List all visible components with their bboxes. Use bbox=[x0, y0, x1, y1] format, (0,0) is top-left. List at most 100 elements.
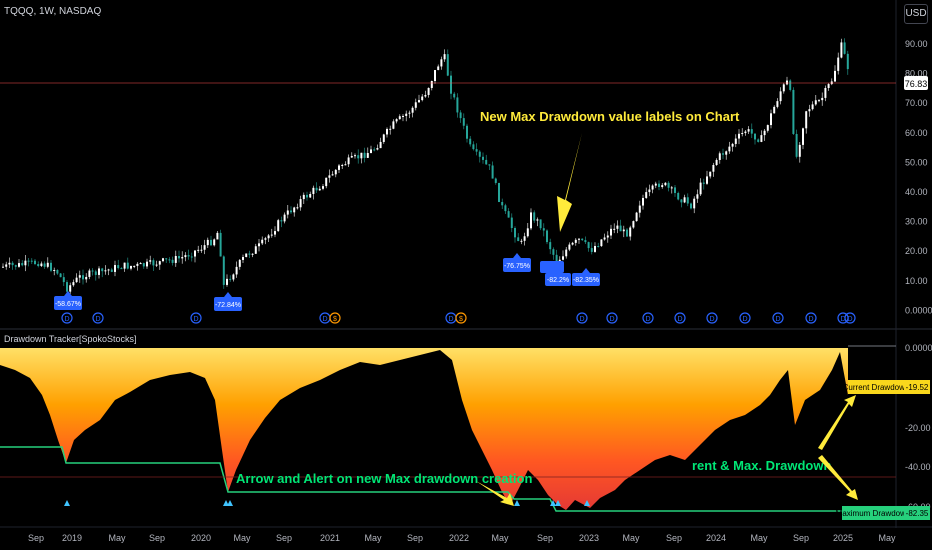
earnings-icon[interactable] bbox=[642, 312, 654, 324]
drawdown-label-text: -58.67% bbox=[55, 301, 81, 308]
time-axis-label: 2022 bbox=[449, 533, 469, 543]
price-axis-tick: 80.00 bbox=[905, 69, 928, 79]
drawdown-label-3[interactable]: -76.75% bbox=[503, 253, 531, 272]
time-axis-label: Sep bbox=[793, 533, 809, 543]
indicator-axis[interactable]: 0.0000-20.00-40.00-60.00 bbox=[905, 343, 932, 512]
time-axis-label: 2020 bbox=[191, 533, 211, 543]
price-axis-tick: 30.00 bbox=[905, 217, 928, 227]
time-axis-label: 2025 bbox=[833, 533, 853, 543]
time-axis-label: May bbox=[233, 533, 251, 543]
price-axis[interactable]: 90.00 80.00 70.00 60.00 50.00 40.00 30.00 20.00… bbox=[905, 39, 932, 315]
svg-text:D: D bbox=[193, 316, 198, 323]
drawdown-label-text: -82.2% bbox=[547, 277, 569, 284]
svg-text:D: D bbox=[775, 316, 780, 323]
time-axis-label: Sep bbox=[666, 533, 682, 543]
svg-text:D: D bbox=[677, 316, 682, 323]
last-price-tag bbox=[904, 76, 928, 90]
time-axis-label: May bbox=[108, 533, 126, 543]
dividend-icon[interactable] bbox=[329, 312, 341, 324]
drawdown-label-1[interactable]: -58.67% bbox=[54, 291, 82, 310]
symbol-info[interactable]: TQQQ, 1W, NASDAQ bbox=[4, 6, 102, 17]
arrow-up-icon bbox=[584, 500, 590, 506]
time-axis-label: Sep bbox=[28, 533, 44, 543]
svg-text:D: D bbox=[64, 316, 69, 323]
time-axis-label: 2023 bbox=[579, 533, 599, 543]
annotation-arrow-alert: Arrow and Alert on new Max drawdown crea… bbox=[236, 471, 532, 486]
svg-text:$: $ bbox=[459, 316, 463, 323]
time-axis-label: 2021 bbox=[320, 533, 340, 543]
current-drawdown-label: Current Drawdown bbox=[843, 383, 910, 392]
time-axis-label: Sep bbox=[149, 533, 165, 543]
earnings-icon[interactable] bbox=[706, 312, 718, 324]
svg-text:D: D bbox=[95, 316, 100, 323]
svg-text:D: D bbox=[742, 316, 747, 323]
time-axis-label: May bbox=[364, 533, 382, 543]
arrow-up-icon bbox=[227, 500, 233, 506]
price-axis-tick: 60.00 bbox=[905, 128, 928, 138]
time-axis[interactable]: Sep 2019 May Sep 2020 May Sep 2021 May Sep 2022 May… bbox=[28, 533, 896, 543]
drawdown-label-2[interactable]: -72.84% bbox=[214, 292, 242, 311]
earnings-icon[interactable] bbox=[606, 312, 618, 324]
currency-button[interactable]: USD bbox=[904, 4, 928, 24]
svg-text:D: D bbox=[709, 316, 714, 323]
arrow-up-icon bbox=[64, 500, 70, 506]
svg-text:D: D bbox=[322, 316, 327, 323]
svg-text:D: D bbox=[808, 316, 813, 323]
annotation-arrow-icon bbox=[557, 133, 582, 232]
current-drawdown-value: -19.52 bbox=[906, 383, 929, 392]
max-drawdown-label-bg bbox=[842, 506, 904, 520]
annotation-arrow-icon bbox=[818, 455, 858, 500]
drawdown-label-5[interactable]: -82.35% bbox=[572, 268, 600, 286]
indicator-title[interactable]: Drawdown Tracker[SpokoStocks] bbox=[4, 334, 137, 344]
drawdown-label-4[interactable]: -82.2% bbox=[540, 261, 571, 286]
time-axis-label: Sep bbox=[407, 533, 423, 543]
earnings-icon[interactable] bbox=[805, 312, 817, 324]
annotation-current-max: rent & Max. Drawdown bbox=[692, 458, 831, 473]
earnings-icon[interactable] bbox=[772, 312, 784, 324]
price-axis-tick: 40.00 bbox=[905, 187, 928, 197]
earnings-icon[interactable] bbox=[576, 312, 588, 324]
time-axis-label: Sep bbox=[276, 533, 292, 543]
max-drawdown-label: Maximum Drawdown bbox=[836, 509, 911, 518]
svg-text:$: $ bbox=[333, 316, 337, 323]
earnings-icon[interactable] bbox=[674, 312, 686, 324]
max-drawdown-value-bg bbox=[904, 506, 930, 520]
arrow-up-icon bbox=[223, 500, 229, 506]
annotation-arrow-icon bbox=[818, 395, 856, 450]
annotation-arrow-icon bbox=[476, 481, 514, 506]
earnings-icon[interactable] bbox=[92, 312, 104, 324]
earnings-icon[interactable] bbox=[837, 312, 849, 324]
arrow-up-icon bbox=[550, 500, 556, 506]
annotation-labels-on-chart: New Max Drawdown value labels on Chart bbox=[480, 109, 740, 124]
earnings-icon[interactable] bbox=[61, 312, 73, 324]
price-axis-tick: 70.00 bbox=[905, 98, 928, 108]
price-candles bbox=[2, 38, 849, 297]
new-max-drawdown-arrows bbox=[64, 500, 590, 506]
svg-text:D: D bbox=[579, 316, 584, 323]
svg-text:D: D bbox=[609, 316, 614, 323]
indicator-axis-tick: 0.0000 bbox=[905, 343, 932, 353]
time-axis-label: 2019 bbox=[62, 533, 82, 543]
time-axis-label: May bbox=[878, 533, 896, 543]
drawdown-label-text: -72.84% bbox=[215, 302, 241, 309]
drawdown-label-text: -76.75% bbox=[504, 263, 530, 270]
earnings-icon[interactable] bbox=[739, 312, 751, 324]
event-markers[interactable]: D D D D $ D $ D D D D D D D D D D bbox=[61, 312, 856, 324]
price-axis-tick: 90.00 bbox=[905, 39, 928, 49]
earnings-icon[interactable] bbox=[844, 312, 856, 324]
svg-text:D: D bbox=[840, 316, 845, 323]
time-axis-label: May bbox=[622, 533, 640, 543]
earnings-icon[interactable] bbox=[190, 312, 202, 324]
svg-text:D: D bbox=[448, 316, 453, 323]
drawdown-area bbox=[0, 348, 848, 510]
time-axis-label: Sep bbox=[537, 533, 553, 543]
price-axis-tick: 50.00 bbox=[905, 157, 928, 167]
last-price-value: 76.83 bbox=[905, 79, 928, 89]
current-drawdown-label-bg bbox=[848, 380, 904, 394]
dividend-icon[interactable] bbox=[455, 312, 467, 324]
time-axis-label: May bbox=[491, 533, 509, 543]
price-axis-tick: 20.00 bbox=[905, 246, 928, 256]
time-axis-label: 2024 bbox=[706, 533, 726, 543]
drawdown-label-text: -82.35% bbox=[573, 277, 599, 284]
